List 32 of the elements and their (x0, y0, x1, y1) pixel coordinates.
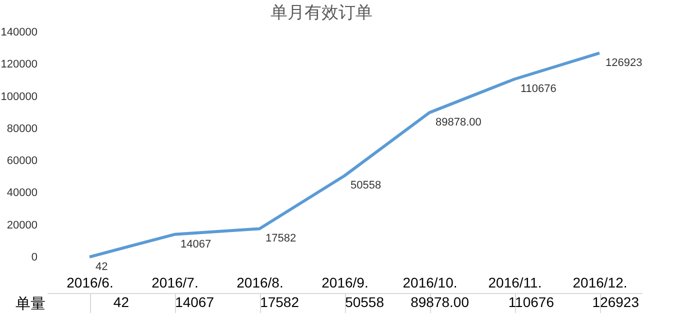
y-tick-label: 120000 (0, 58, 38, 71)
y-tick-label: 100000 (0, 90, 38, 103)
y-tick-label: 80000 (6, 122, 38, 135)
text: 42 (96, 260, 108, 273)
data-label: 89878.00 (410, 294, 470, 310)
y-tick-label: 0 (31, 252, 38, 264)
data-label: 50558 (345, 294, 384, 310)
x-tick-label: 2016/8. (236, 274, 284, 290)
x-tick-label: 2016/10. (402, 274, 458, 290)
text: 126923 (606, 57, 642, 70)
chart-title: 单月有效订单 (270, 3, 372, 22)
text: 50558 (350, 180, 382, 192)
x-tick-label: 2016/12. (572, 274, 628, 290)
y-tick-label: 20000 (6, 219, 38, 232)
x-tick-label: 2016/11. (488, 274, 542, 290)
text: 单量 (16, 296, 46, 312)
text: 14067 (180, 238, 212, 250)
data-label: 17582 (260, 294, 300, 310)
text: 17582 (266, 232, 296, 245)
line-series (88, 52, 601, 258)
x-tick-label: 2016/7. (152, 274, 198, 290)
y-tick-label: 40000 (6, 187, 38, 200)
x-tick-label: 2016/9. (322, 274, 368, 290)
data-label: 14067 (175, 294, 214, 310)
data-label: 110676 (508, 294, 554, 310)
y-tick-label: 60000 (6, 155, 38, 168)
text: 110676 (520, 83, 556, 96)
y-tick-label: 140000 (0, 26, 38, 38)
text: 89878.00 (436, 116, 482, 129)
data-label: 42 (113, 294, 130, 310)
data-label: 126923 (592, 294, 640, 310)
x-tick-label: 2016/6. (66, 274, 114, 290)
